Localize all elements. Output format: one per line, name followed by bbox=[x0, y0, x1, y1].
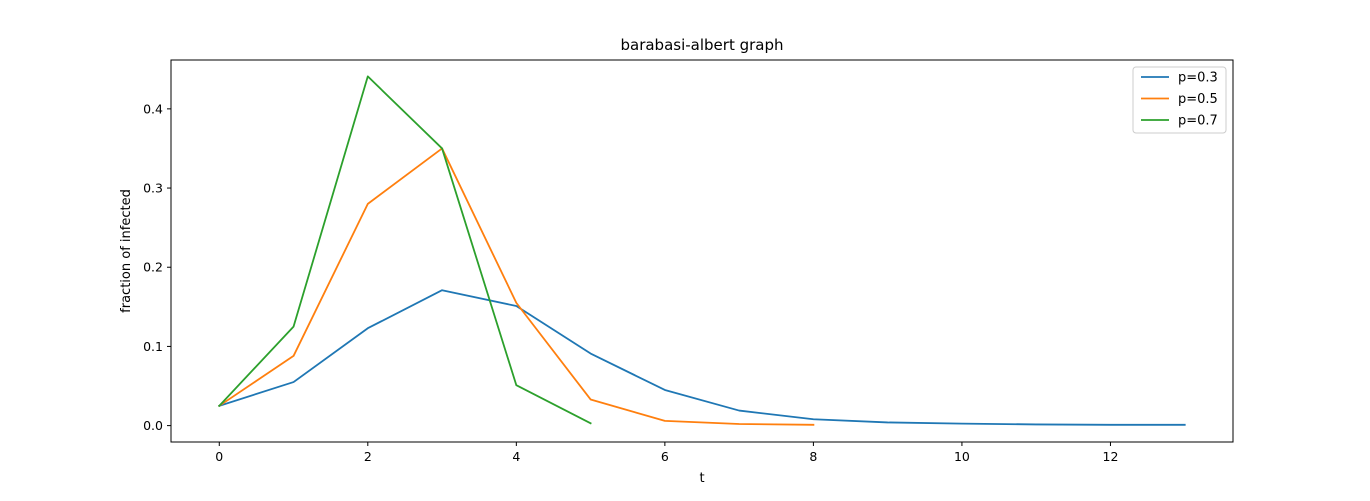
y-tick-label: 0.3 bbox=[143, 181, 163, 196]
x-tick-label: 8 bbox=[809, 449, 817, 464]
y-tick-label: 0.2 bbox=[143, 260, 163, 275]
y-axis-label: fraction of infected bbox=[119, 189, 134, 313]
x-axis-ticks: 0 2 4 6 8 10 12 bbox=[215, 442, 1118, 464]
x-tick-label: 6 bbox=[661, 449, 669, 464]
x-tick-label: 10 bbox=[954, 449, 970, 464]
legend-label-3: p=0.7 bbox=[1178, 114, 1218, 129]
y-tick-label: 0.0 bbox=[143, 418, 163, 433]
legend-label-1: p=0.3 bbox=[1178, 71, 1218, 86]
y-tick-label: 0.4 bbox=[143, 101, 163, 116]
x-axis-label: t bbox=[699, 471, 704, 486]
series-line-2 bbox=[218, 147, 815, 426]
legend-box bbox=[1132, 66, 1227, 134]
y-axis-ticks: 0.0 0.1 0.2 0.3 0.4 bbox=[143, 101, 171, 433]
x-tick-label: 12 bbox=[1103, 449, 1119, 464]
x-tick-label: 2 bbox=[364, 449, 372, 464]
x-tick-label: 0 bbox=[215, 449, 223, 464]
plot-frame bbox=[170, 59, 1234, 443]
legend: p=0.3 p=0.5 p=0.7 bbox=[1132, 66, 1227, 134]
legend-label-2: p=0.5 bbox=[1178, 92, 1218, 107]
plot-area bbox=[170, 59, 1234, 443]
x-tick-label: 4 bbox=[512, 449, 520, 464]
series-layer bbox=[217, 75, 1186, 426]
y-tick-label: 0.1 bbox=[143, 339, 163, 354]
series-line-3 bbox=[217, 75, 592, 425]
series-line-1 bbox=[218, 289, 1186, 426]
chart-title: barabasi-albert graph bbox=[620, 36, 783, 54]
